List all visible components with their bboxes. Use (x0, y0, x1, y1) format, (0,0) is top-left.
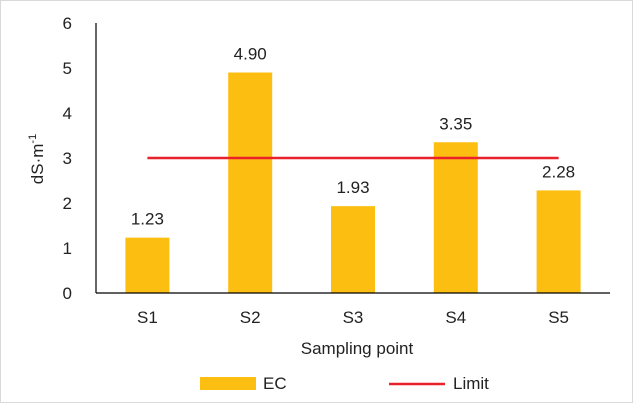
data-label-s4: 3.35 (439, 114, 472, 133)
x-tick-label-s5: S5 (548, 308, 569, 327)
data-label-s5: 2.28 (542, 162, 575, 181)
bar-s4 (433, 142, 478, 293)
data-labels-group: 1.23 4.90 1.93 3.35 2.28 (131, 45, 575, 229)
bar-s3 (331, 206, 375, 293)
y-tick-label: 2 (63, 194, 72, 213)
y-tick-label: 6 (63, 14, 72, 33)
y-tick-label: 1 (63, 239, 72, 258)
x-axis-ticks: S1 S2 S3 S4 S5 (137, 308, 569, 327)
legend-label-limit: Limit (453, 374, 489, 393)
y-tick-label: 3 (63, 149, 72, 168)
x-tick-label-s2: S2 (240, 308, 261, 327)
data-label-s3: 1.93 (336, 178, 369, 197)
bars-group (125, 72, 581, 293)
y-tick-label: 4 (63, 104, 72, 123)
legend: EC Limit (200, 374, 489, 393)
bar-s1 (125, 237, 170, 293)
data-label-s2: 4.90 (234, 45, 267, 64)
y-tick-label: 0 (63, 284, 72, 303)
bar-s2 (228, 72, 273, 293)
y-axis-title: dS·m-1 (27, 134, 47, 184)
x-axis-title: Sampling point (301, 339, 414, 358)
x-tick-label-s4: S4 (445, 308, 466, 327)
x-tick-label-s1: S1 (137, 308, 158, 327)
x-tick-label-s3: S3 (343, 308, 364, 327)
y-tick-label: 5 (63, 59, 72, 78)
data-label-s1: 1.23 (131, 210, 164, 229)
y-axis-title-main: dS·m (28, 144, 47, 185)
y-axis-ticks: 0 1 2 3 4 5 6 (63, 14, 72, 303)
legend-label-ec: EC (263, 374, 287, 393)
y-axis-title-superscript: -1 (27, 134, 39, 144)
bar-s5 (536, 190, 581, 293)
legend-swatch-ec (200, 377, 256, 390)
